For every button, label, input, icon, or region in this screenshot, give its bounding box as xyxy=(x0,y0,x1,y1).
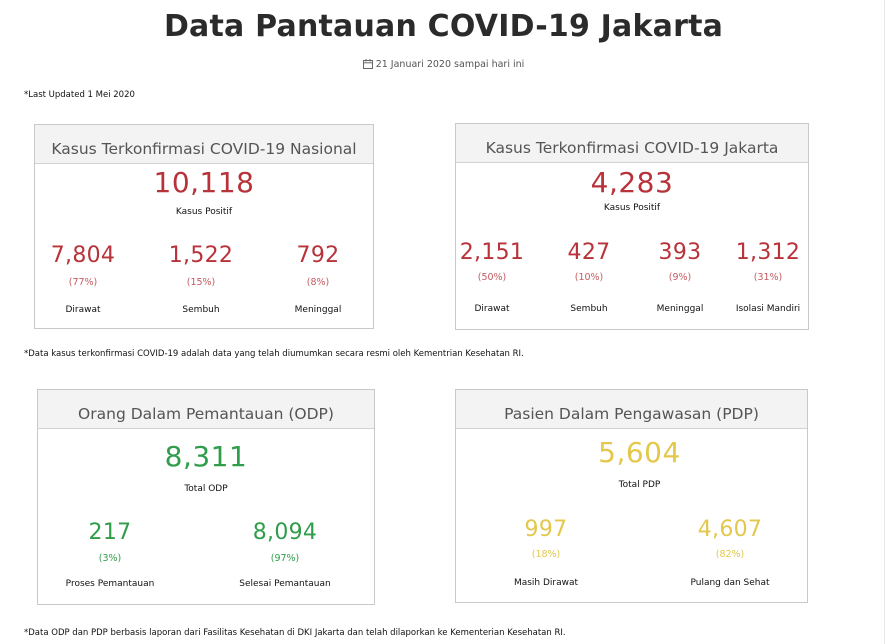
jakarta-sembuh-pct: (10%) xyxy=(574,272,604,283)
odp-pdp-data-note: *Data ODP dan PDP berbasis laporan dari … xyxy=(24,628,566,638)
last-updated-note: *Last Updated 1 Mei 2020 xyxy=(24,90,135,100)
jakarta-meninggal-label: Meninggal xyxy=(656,304,704,314)
date-range: 21 Januari 2020 sampai hari ini xyxy=(0,59,887,70)
nasional-sembuh-pct: (15%) xyxy=(186,277,216,288)
jakarta-isolasi-label: Isolasi Mandiri xyxy=(735,304,801,314)
pdp-card-header: Pasien Dalam Pengawasan (PDP) xyxy=(456,390,807,429)
odp-selesai-pct: (97%) xyxy=(270,553,300,564)
odp-total: 8,311 xyxy=(164,440,248,473)
nasional-meninggal-pct: (8%) xyxy=(306,277,330,288)
pdp-dirawat-value: 997 xyxy=(524,517,568,542)
jakarta-sembuh-label: Sembuh xyxy=(570,304,608,314)
jakarta-dirawat-label: Dirawat xyxy=(474,304,510,314)
odp-selesai-value: 8,094 xyxy=(252,520,318,545)
odp-proses-value: 217 xyxy=(88,520,132,545)
jakarta-meninggal-value: 393 xyxy=(658,240,702,265)
pdp-dirawat-pct: (18%) xyxy=(531,549,561,560)
nasional-dirawat-value: 7,804 xyxy=(50,243,116,268)
odp-card-header: Orang Dalam Pemantauan (ODP) xyxy=(38,390,374,429)
pdp-total: 5,604 xyxy=(598,436,681,469)
jakarta-card: Kasus Terkonfirmasi COVID-19 Jakarta 4,2… xyxy=(455,123,809,330)
nasional-dirawat-pct: (77%) xyxy=(68,277,98,288)
pdp-total-label: Total PDP xyxy=(618,480,661,490)
odp-selesai-label: Selesai Pemantauan xyxy=(239,579,331,589)
nasional-meninggal-label: Meninggal xyxy=(294,305,342,315)
pdp-pulang-value: 4,607 xyxy=(697,517,763,542)
calendar-icon xyxy=(362,59,373,69)
date-range-text: 21 Januari 2020 sampai hari ini xyxy=(375,59,525,70)
jakarta-meninggal-pct: (9%) xyxy=(668,272,692,283)
jakarta-isolasi-value: 1,312 xyxy=(735,240,801,265)
nasional-total-label: Kasus Positif xyxy=(175,207,233,217)
odp-proses-label: Proses Pemantauan xyxy=(65,579,155,589)
nasional-card-header: Kasus Terkonfirmasi COVID-19 Nasional xyxy=(35,125,373,164)
confirmed-data-note: *Data kasus terkonfirmasi COVID-19 adala… xyxy=(24,349,524,359)
pdp-pulang-pct: (82%) xyxy=(715,549,745,560)
jakarta-dirawat-pct: (50%) xyxy=(477,272,507,283)
jakarta-total-label: Kasus Positif xyxy=(603,203,661,213)
nasional-card: Kasus Terkonfirmasi COVID-19 Nasional 10… xyxy=(34,124,374,329)
odp-card: Orang Dalam Pemantauan (ODP) 8,311 Total… xyxy=(37,389,375,605)
jakarta-total: 4,283 xyxy=(590,166,674,199)
jakarta-sembuh-value: 427 xyxy=(567,240,611,265)
pdp-pulang-label: Pulang dan Sehat xyxy=(690,578,770,588)
nasional-dirawat-label: Dirawat xyxy=(65,305,101,315)
nasional-total: 10,118 xyxy=(153,166,255,199)
nasional-meninggal-value: 792 xyxy=(296,243,340,268)
pdp-dirawat-label: Masih Dirawat xyxy=(513,578,579,588)
page-border xyxy=(884,0,885,644)
pdp-card: Pasien Dalam Pengawasan (PDP) 5,604 Tota… xyxy=(455,389,808,603)
nasional-sembuh-value: 1,522 xyxy=(168,243,234,268)
odp-proses-pct: (3%) xyxy=(98,553,122,564)
jakarta-dirawat-value: 2,151 xyxy=(459,240,525,265)
jakarta-isolasi-pct: (31%) xyxy=(753,272,783,283)
jakarta-card-header: Kasus Terkonfirmasi COVID-19 Jakarta xyxy=(456,124,808,163)
odp-total-label: Total ODP xyxy=(184,484,228,494)
nasional-sembuh-label: Sembuh xyxy=(182,305,220,315)
page-title: Data Pantauan COVID-19 Jakarta xyxy=(163,9,724,44)
